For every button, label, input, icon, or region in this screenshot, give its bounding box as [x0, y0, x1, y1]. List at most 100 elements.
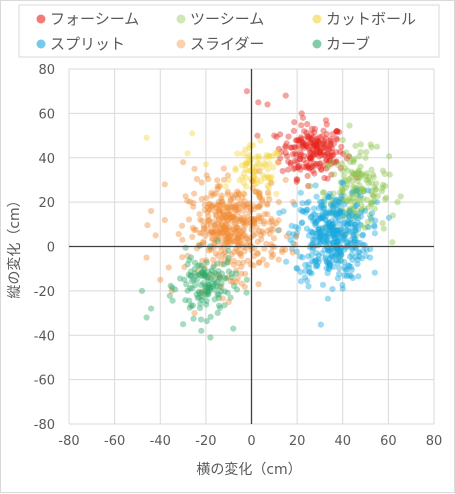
data-point — [310, 134, 317, 141]
data-point — [351, 198, 359, 205]
data-point — [343, 184, 350, 191]
data-point — [242, 166, 250, 173]
data-point — [322, 135, 329, 142]
data-point — [209, 283, 216, 290]
data-point — [240, 219, 247, 226]
data-point — [297, 189, 304, 196]
data-point — [229, 192, 236, 199]
data-point — [358, 201, 365, 208]
data-point — [276, 209, 283, 216]
data-point — [334, 207, 341, 214]
data-point — [201, 201, 208, 208]
data-point — [315, 204, 323, 211]
data-point — [221, 241, 228, 248]
data-point — [288, 222, 295, 229]
data-point — [368, 166, 375, 173]
data-point — [295, 143, 302, 150]
data-point — [339, 237, 346, 244]
data-point — [306, 268, 313, 275]
data-point — [219, 215, 226, 222]
data-point — [231, 233, 238, 240]
data-point — [328, 200, 335, 207]
data-point — [336, 250, 343, 257]
data-point — [232, 203, 239, 210]
data-point — [238, 217, 245, 224]
data-point — [296, 156, 303, 163]
data-point — [273, 151, 280, 158]
data-point — [208, 267, 216, 274]
data-point — [316, 153, 323, 160]
data-point — [333, 211, 340, 218]
data-point — [264, 101, 271, 108]
data-point — [345, 197, 352, 204]
data-point — [207, 228, 214, 235]
data-point — [368, 200, 375, 207]
data-point — [241, 283, 248, 290]
data-point — [316, 150, 323, 157]
data-point — [305, 164, 312, 171]
data-point — [312, 257, 319, 264]
data-point — [229, 213, 236, 220]
data-point — [328, 225, 335, 232]
data-point — [309, 229, 316, 236]
data-point — [347, 208, 354, 215]
data-point — [353, 192, 361, 199]
data-point — [351, 227, 358, 234]
data-point — [314, 138, 321, 145]
data-point — [356, 221, 364, 228]
data-point — [287, 159, 294, 166]
data-point — [222, 275, 229, 282]
data-point — [321, 162, 328, 169]
data-point — [193, 175, 200, 183]
data-point — [334, 128, 341, 135]
data-point — [200, 226, 208, 233]
data-point — [202, 282, 209, 289]
data-point — [205, 268, 212, 275]
data-point — [315, 141, 322, 148]
data-point — [332, 250, 339, 257]
data-point — [241, 198, 248, 205]
data-point — [212, 236, 219, 243]
data-point — [316, 139, 323, 146]
data-point — [195, 262, 202, 269]
data-point — [344, 218, 351, 225]
data-point — [241, 202, 248, 209]
data-point — [373, 199, 381, 206]
data-point — [224, 289, 231, 296]
data-point — [239, 227, 246, 234]
data-point — [211, 286, 219, 293]
data-point — [307, 156, 314, 163]
data-point — [250, 216, 258, 223]
data-point — [243, 88, 250, 95]
data-point — [277, 131, 284, 138]
data-point — [352, 188, 360, 195]
data-point — [334, 238, 341, 245]
data-point — [307, 139, 314, 146]
data-point — [227, 203, 234, 210]
data-point — [251, 168, 258, 175]
data-point — [266, 230, 273, 237]
data-point — [325, 247, 332, 254]
data-point — [323, 145, 330, 152]
data-point — [216, 183, 223, 190]
data-point — [326, 223, 333, 230]
data-point — [201, 287, 209, 294]
data-point — [207, 223, 215, 230]
data-point — [234, 150, 241, 157]
data-point — [313, 249, 320, 257]
data-point — [256, 190, 263, 197]
data-point — [329, 130, 336, 138]
data-point — [316, 198, 324, 205]
data-point — [196, 211, 203, 218]
data-point — [355, 174, 362, 182]
data-point — [372, 186, 379, 193]
data-point — [308, 270, 315, 277]
data-point — [242, 159, 249, 166]
data-point — [287, 236, 294, 244]
data-point — [283, 233, 290, 240]
data-point — [302, 261, 309, 269]
data-point — [291, 157, 298, 164]
data-point — [345, 212, 352, 219]
data-point — [185, 271, 192, 278]
data-point — [275, 199, 282, 206]
